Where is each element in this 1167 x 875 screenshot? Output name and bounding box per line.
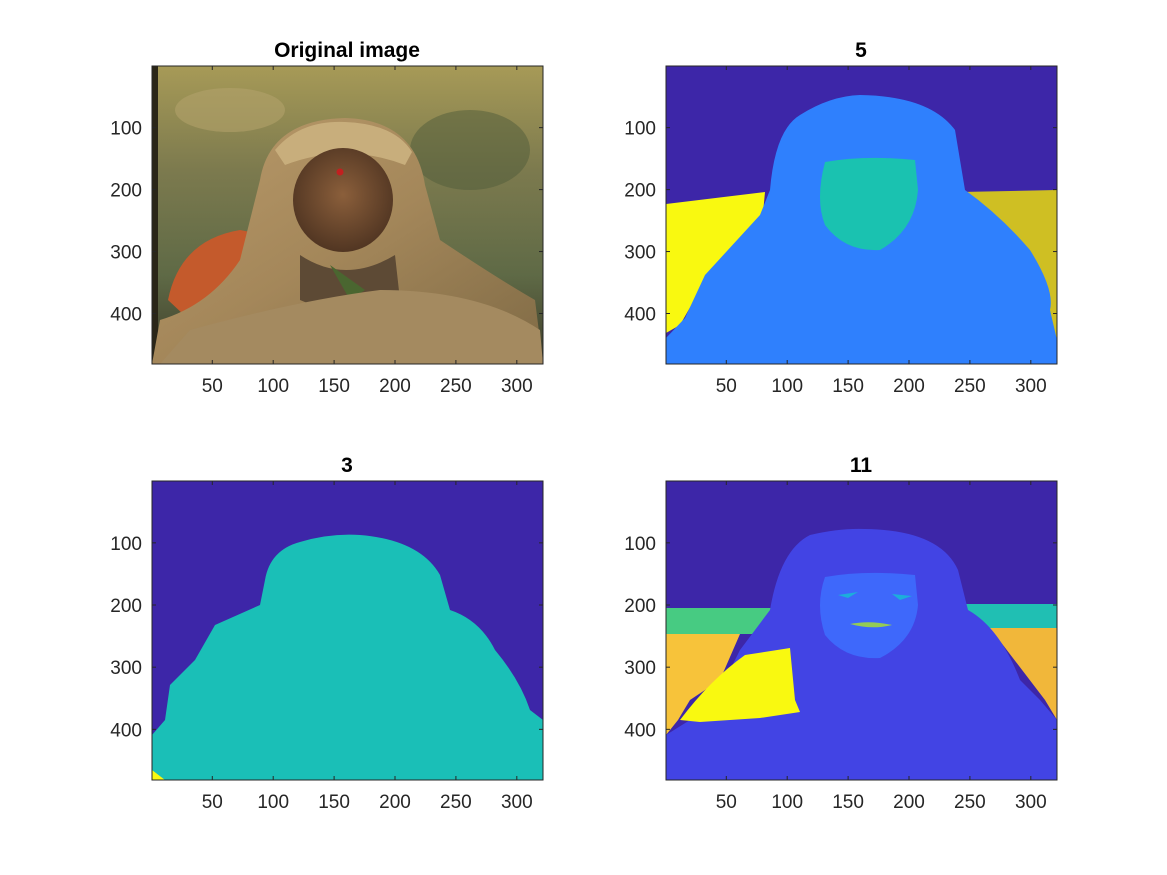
axes-frame xyxy=(665,480,1058,781)
x-tick-label: 150 xyxy=(832,792,864,813)
x-tick-label: 100 xyxy=(771,376,803,397)
y-ticks: 100 200 300 400 xyxy=(624,119,1057,326)
y-tick-label: 200 xyxy=(110,596,142,617)
axes-frame xyxy=(151,65,544,365)
y-tick-label: 300 xyxy=(624,658,656,679)
panel-title: 3 xyxy=(341,454,353,477)
y-tick-label: 400 xyxy=(624,305,656,326)
y-tick-label: 300 xyxy=(110,658,142,679)
x-tick-label: 50 xyxy=(716,792,737,813)
y-tick-label: 200 xyxy=(624,596,656,617)
panel-title: Original image xyxy=(274,39,420,62)
x-ticks: 50 100 150 200 250 300 xyxy=(202,481,533,813)
photo-image xyxy=(152,66,543,364)
x-tick-label: 250 xyxy=(954,376,986,397)
cluster-region xyxy=(666,608,771,634)
cluster-region xyxy=(152,770,165,780)
x-tick-label: 150 xyxy=(318,376,350,397)
y-ticks: 100 200 300 400 xyxy=(110,534,543,741)
y-tick-label: 200 xyxy=(624,181,656,202)
panel-segmentation-11: 11 50 100 150 200 250 300 100 200 300 400 xyxy=(624,454,1058,813)
x-tick-label: 150 xyxy=(832,376,864,397)
segmentation-image xyxy=(152,481,543,780)
cluster-region xyxy=(892,594,912,600)
x-tick-label: 200 xyxy=(893,376,925,397)
x-tick-label: 100 xyxy=(257,376,289,397)
x-tick-label: 250 xyxy=(440,376,472,397)
panel-title: 11 xyxy=(850,454,873,477)
cluster-region xyxy=(850,622,892,628)
panel-original-image: Original image 50 100 150 200 250 300 100 200 3… xyxy=(110,39,544,397)
x-ticks: 50 100 150 200 250 300 xyxy=(716,481,1047,813)
y-tick-label: 100 xyxy=(624,119,656,140)
x-tick-label: 300 xyxy=(501,792,533,813)
x-tick-label: 300 xyxy=(1015,376,1047,397)
cluster-region xyxy=(990,628,1057,720)
x-tick-label: 50 xyxy=(202,792,223,813)
y-ticks: 100 200 300 400 xyxy=(110,119,543,326)
axes-frame xyxy=(151,480,544,781)
y-tick-label: 400 xyxy=(624,720,656,741)
segmentation-image xyxy=(666,66,1057,364)
x-tick-label: 100 xyxy=(771,792,803,813)
y-tick-label: 300 xyxy=(110,243,142,264)
x-tick-label: 300 xyxy=(1015,792,1047,813)
x-tick-label: 250 xyxy=(954,792,986,813)
cluster-region xyxy=(838,592,858,598)
cluster-region xyxy=(820,157,918,251)
y-tick-label: 100 xyxy=(110,119,142,140)
x-tick-label: 200 xyxy=(893,792,925,813)
cluster-region xyxy=(960,190,1057,364)
x-tick-label: 300 xyxy=(501,376,533,397)
x-tick-label: 100 xyxy=(257,792,289,813)
y-tick-label: 100 xyxy=(624,534,656,555)
y-tick-label: 200 xyxy=(110,181,142,202)
x-tick-label: 150 xyxy=(318,792,350,813)
panel-segmentation-5: 5 50 100 150 200 250 300 100 200 300 400 xyxy=(624,39,1058,397)
y-tick-label: 100 xyxy=(110,534,142,555)
y-tick-label: 400 xyxy=(110,720,142,741)
panel-segmentation-3: 3 50 100 150 200 250 300 100 200 300 400 xyxy=(110,454,544,813)
x-tick-label: 250 xyxy=(440,792,472,813)
cluster-region xyxy=(152,534,543,780)
y-tick-label: 400 xyxy=(110,305,142,326)
panel-title: 5 xyxy=(855,39,867,62)
x-tick-label: 50 xyxy=(202,376,223,397)
y-tick-label: 300 xyxy=(624,243,656,264)
x-tick-label: 200 xyxy=(379,792,411,813)
axes-frame xyxy=(665,65,1058,365)
y-ticks: 100 200 300 400 xyxy=(624,534,1057,741)
cluster-region xyxy=(680,648,800,722)
cluster-region xyxy=(666,192,765,333)
x-tick-label: 200 xyxy=(379,376,411,397)
segmentation-image xyxy=(666,481,1057,780)
x-ticks: 50 100 150 200 250 300 xyxy=(202,66,533,397)
x-tick-label: 50 xyxy=(716,376,737,397)
x-ticks: 50 100 150 200 250 300 xyxy=(716,66,1047,397)
cluster-region xyxy=(666,634,740,735)
